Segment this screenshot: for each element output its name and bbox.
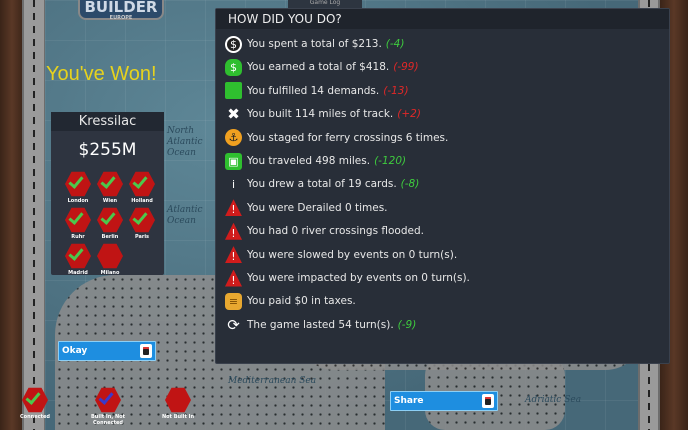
- summary-text: You were Derailed 0 times.: [247, 201, 388, 214]
- legend-label: Not Built In: [161, 414, 195, 420]
- legend-marker-built-not-connected: [95, 387, 121, 413]
- summary-text: You traveled 498 miles.: [247, 155, 371, 167]
- win-message: You've Won!: [46, 63, 157, 85]
- city-label: Ruhr: [71, 234, 85, 240]
- summary-text: You earned a total of $418.: [247, 61, 390, 74]
- check-icon: [98, 389, 114, 405]
- summary-text: You had 0 river crossings flooded.: [247, 225, 424, 238]
- summary-panel: HOW DID YOU DO? $ You spent a total of $2…: [215, 8, 670, 364]
- share-button[interactable]: Share: [390, 391, 498, 411]
- summary-row: ⟳ The game lasted 54 turn(s). (-9): [225, 315, 416, 335]
- check-icon: [100, 173, 116, 189]
- summary-row: ⚓ You staged for ferry crossings 6 times.: [225, 128, 448, 148]
- check-icon: [68, 173, 84, 189]
- map-label-adriatic: Adriatic Sea: [525, 395, 582, 405]
- warning-icon: !: [225, 222, 242, 240]
- city-label: London: [67, 198, 89, 204]
- city-marker: [97, 243, 123, 269]
- logo-subtitle: EUROPE: [109, 15, 133, 21]
- check-icon: [132, 209, 148, 225]
- check-icon: [68, 245, 84, 261]
- check-icon: [132, 173, 148, 189]
- refresh-icon: ⟳: [227, 315, 240, 334]
- controller-button-icon: [482, 394, 494, 408]
- player-name: Kressilac: [51, 112, 164, 131]
- player-money: $255M: [78, 140, 137, 160]
- game-log-tab[interactable]: Game Log: [288, 0, 362, 8]
- summary-text: You paid $0 in taxes.: [247, 295, 356, 308]
- city-marker: [129, 171, 155, 197]
- anchor-icon: ⚓: [225, 129, 242, 147]
- city-marker: [65, 207, 91, 233]
- share-label: Share: [394, 396, 424, 406]
- coin-icon: $: [225, 35, 242, 53]
- map-label-north-atlantic: North Atlantic Ocean: [167, 126, 203, 158]
- tools-icon: ✖: [227, 105, 240, 124]
- legend-label: Connected: [20, 414, 50, 420]
- warning-icon: !: [225, 246, 242, 264]
- city-marker: [65, 243, 91, 269]
- money-bag-icon: $: [225, 58, 242, 76]
- okay-button[interactable]: Okay: [58, 341, 156, 361]
- summary-row: ! You were Derailed 0 times.: [225, 198, 388, 218]
- game-logo: BUILDER EUROPE: [78, 0, 164, 21]
- check-icon: [100, 209, 116, 225]
- summary-delta: (-9): [397, 318, 417, 331]
- train-icon: ▣: [225, 152, 242, 170]
- city-label: Holland: [131, 198, 153, 204]
- summary-row: ! You were slowed by events on 0 turn(s).: [225, 245, 457, 265]
- legend-label: Built In, Not Connected: [91, 414, 125, 426]
- summary-row: i You drew a total of 19 cards. (-8): [225, 174, 419, 194]
- player-card: Kressilac $255M London Wien Holland Ruhr Ber…: [51, 112, 164, 276]
- city-label: Paris: [134, 234, 150, 240]
- summary-text: You were slowed by events on 0 turn(s).: [247, 248, 458, 261]
- summary-row: $ You spent a total of $213. (-4): [225, 34, 404, 54]
- summary-delta: (+2): [397, 108, 421, 121]
- summary-text: You were impacted by events on 0 turn(s)…: [247, 272, 470, 284]
- summary-delta: (-8): [400, 178, 420, 191]
- city-label: Wien: [102, 198, 118, 204]
- info-icon: i: [231, 177, 236, 191]
- okay-label: Okay: [62, 346, 88, 356]
- summary-delta: (-4): [385, 38, 405, 50]
- summary-row: ! You had 0 river crossings flooded.: [225, 221, 424, 241]
- wood-frame-left: [0, 0, 24, 430]
- map-label-mediterranean: Mediterranean Sea: [228, 376, 317, 386]
- city-marker: [129, 207, 155, 233]
- city-label: Milano: [100, 270, 120, 276]
- city-label: Berlin: [101, 234, 119, 240]
- map-label-atlantic: Atlantic Ocean: [167, 205, 203, 226]
- logo-title: BUILDER: [84, 0, 158, 16]
- summary-title: HOW DID YOU DO?: [216, 9, 669, 29]
- summary-row: $ You earned a total of $418. (-99): [225, 57, 419, 77]
- summary-row: ✖ You built 114 miles of track. (+2): [225, 104, 421, 124]
- check-icon: [25, 389, 41, 405]
- summary-row: ▣ You traveled 498 miles. (-120): [225, 151, 406, 171]
- warning-icon: !: [225, 269, 242, 287]
- summary-text: You built 114 miles of track.: [247, 108, 394, 121]
- city-label: Madrid: [68, 270, 88, 276]
- controller-button-icon: [140, 344, 152, 358]
- city-marker: [97, 207, 123, 233]
- cube-icon: [225, 82, 242, 100]
- summary-delta: (-13): [383, 84, 409, 97]
- warning-icon: !: [225, 199, 242, 217]
- summary-row: ≡ You paid $0 in taxes.: [225, 291, 356, 311]
- summary-text: You fulfilled 14 demands.: [247, 84, 380, 97]
- summary-delta: (-120): [374, 155, 407, 167]
- summary-text: You drew a total of 19 cards.: [247, 178, 397, 191]
- summary-delta: (-99): [393, 61, 419, 74]
- rail-left: [22, 0, 46, 430]
- summary-row: ! You were impacted by events on 0 turn(s…: [225, 268, 470, 288]
- summary-row: You fulfilled 14 demands. (-13): [225, 81, 409, 101]
- city-marker: [65, 171, 91, 197]
- summary-text: You staged for ferry crossings 6 times.: [247, 131, 449, 144]
- summary-text: You spent a total of $213.: [247, 38, 382, 50]
- coins-stack-icon: ≡: [225, 292, 242, 310]
- city-marker: [97, 171, 123, 197]
- check-icon: [68, 209, 84, 225]
- summary-text: The game lasted 54 turn(s).: [247, 318, 394, 331]
